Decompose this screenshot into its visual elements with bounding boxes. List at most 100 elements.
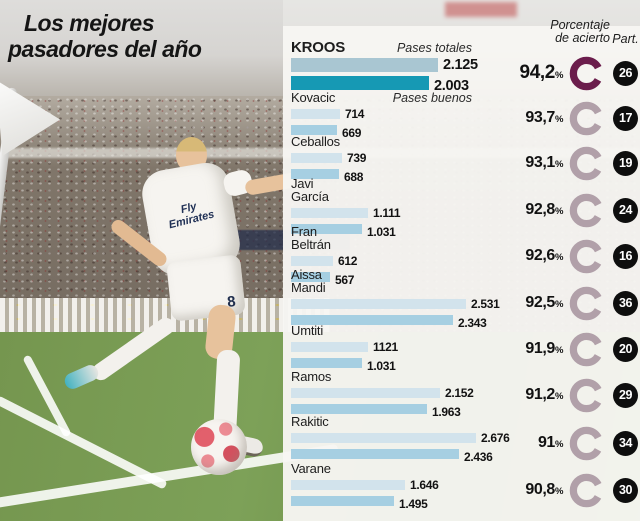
- percent-sign: %: [554, 159, 563, 170]
- participations-badge: 26: [613, 60, 638, 86]
- total-passes-bar-line: 714: [291, 107, 516, 121]
- player-name: KROOS: [291, 39, 346, 56]
- accuracy-percentage: 92,6%: [525, 247, 563, 264]
- percent-sign: %: [554, 206, 563, 217]
- total-passes-value: 2.152: [445, 386, 474, 400]
- player-stat-row: 93,7% 17: [505, 100, 640, 136]
- good-passes-bar: [291, 404, 427, 414]
- good-passes-value: 1.963: [432, 405, 461, 419]
- participations-badge: 36: [613, 290, 638, 316]
- player-name: Javi: [291, 176, 314, 191]
- accuracy-ring-icon: [569, 193, 604, 227]
- total-passes-value: 739: [347, 151, 367, 165]
- player-stat-row: 92,6% 16: [505, 238, 640, 274]
- percent-sign: %: [554, 299, 563, 310]
- player-name: Fran: [291, 224, 317, 239]
- player-name-line-2: Mandi: [291, 280, 326, 295]
- accuracy-percentage: 91,2%: [525, 386, 563, 403]
- scoreboard-blur: [445, 2, 517, 17]
- player-bar-row: Pases totales Pases buenos KROOS 2.125 2…: [291, 39, 516, 105]
- player-name: Ramos: [291, 369, 332, 384]
- player-bar-row: Pases totales Pases buenos Ceballos 739 …: [291, 135, 516, 184]
- good-passes-bar: [291, 449, 459, 459]
- good-passes-bar-line: 688: [291, 167, 516, 184]
- stat-rows: 94,2% 26 93,7% 17 93,1% 19: [505, 0, 640, 521]
- accuracy-ring-icon: [569, 239, 604, 273]
- participations-column-header: Part.: [612, 32, 639, 46]
- player-bar-row: Pases totales Pases buenos Umtiti 1121 1…: [291, 323, 516, 373]
- bar-rows: Pases totales Pases buenos KROOS 2.125 2…: [291, 0, 516, 521]
- total-passes-value: 612: [338, 254, 358, 268]
- total-passes-bar: [291, 433, 476, 443]
- player-bar-row: Pases totales Pases buenos Ramos 2.152 1…: [291, 369, 516, 419]
- player-bar-row: Pases totales Pases buenos Varane 1.646 …: [291, 461, 516, 511]
- participations-badge: 34: [613, 430, 638, 456]
- percent-sign: %: [554, 486, 563, 497]
- good-passes-bar-line: 1.031: [291, 222, 516, 239]
- football: [191, 419, 247, 475]
- total-passes-value: 1.111: [373, 206, 401, 220]
- total-passes-value: 1121: [373, 340, 398, 354]
- player-name: Umtiti: [291, 323, 324, 338]
- accuracy-ring-icon: [569, 101, 604, 135]
- player-stat-row: 91,2% 29: [505, 377, 640, 413]
- total-passes-bar: [291, 109, 340, 119]
- accuracy-ring-icon: [569, 332, 604, 366]
- total-passes-bar-line: 2.676: [291, 431, 516, 445]
- participations-badge: 29: [613, 382, 638, 408]
- total-passes-bar-line: 1121: [291, 340, 516, 354]
- total-passes-value: 2.531: [471, 297, 500, 311]
- total-passes-bar-line: 1.111: [291, 206, 516, 220]
- good-passes-bar: [291, 315, 453, 325]
- participations-badge: 20: [613, 336, 638, 362]
- good-passes-bar-line: 1.963: [291, 402, 516, 419]
- good-passes-bar-line: 1.495: [291, 494, 516, 511]
- good-passes-bar: [291, 169, 339, 179]
- percent-sign: %: [554, 252, 563, 263]
- panel-fade: [283, 0, 640, 26]
- total-passes-bar: [291, 208, 368, 218]
- legend-pases-buenos: Pases buenos: [392, 91, 472, 105]
- total-passes-bar: [291, 388, 440, 398]
- player-bar-row: Pases totales Pases buenos Fran Beltrán …: [291, 224, 516, 287]
- player-stat-row: 92,8% 24: [505, 192, 640, 228]
- accuracy-percentage: 93,7%: [525, 109, 563, 126]
- total-passes-bar: [291, 256, 333, 266]
- accuracy-column-header: Porcentaje de acierto: [505, 19, 610, 45]
- good-passes-bar-line: 567: [291, 270, 516, 287]
- accuracy-percentage: 94,2%: [519, 62, 564, 83]
- player-stat-row: 92,5% 36: [505, 285, 640, 321]
- total-passes-bar-line: 2.531: [291, 297, 516, 311]
- total-passes-value: 2.125: [443, 57, 478, 73]
- player-stat-row: 94,2% 26: [505, 55, 640, 91]
- accuracy-ring-icon: [569, 286, 604, 320]
- good-passes-bar: [291, 76, 429, 90]
- accuracy-percentage: 91,9%: [525, 340, 563, 357]
- accuracy-percentage: 93,1%: [525, 154, 563, 171]
- total-passes-bar: [291, 153, 342, 163]
- good-passes-value: 2.436: [464, 450, 493, 464]
- participations-badge: 19: [613, 150, 638, 176]
- participations-badge: 30: [613, 477, 638, 503]
- good-passes-bar-line: 2.343: [291, 313, 516, 330]
- total-passes-bar: [291, 299, 466, 309]
- good-passes-value: 688: [344, 170, 364, 184]
- good-passes-bar: [291, 272, 330, 282]
- player-stat-row: 91,9% 20: [505, 331, 640, 367]
- player-name: Rakitic: [291, 414, 329, 429]
- accuracy-percentage: 90,8%: [525, 481, 563, 498]
- player-bar-row: Pases totales Pases buenos Rakitic 2.676…: [291, 414, 516, 464]
- total-passes-value: 2.676: [481, 431, 510, 445]
- player-name: Varane: [291, 461, 331, 476]
- good-passes-bar: [291, 496, 394, 506]
- good-passes-bar-line: 2.436: [291, 447, 516, 464]
- total-passes-bar-line: 1.646: [291, 478, 516, 492]
- accuracy-ring-icon: [569, 378, 604, 412]
- accuracy-header-line-1: Porcentaje: [550, 18, 610, 32]
- total-passes-bar-line: 2.125: [291, 57, 516, 73]
- accuracy-ring-icon: [569, 426, 604, 460]
- player-bar-row: Pases totales Pases buenos Aissa Mandi 2…: [291, 268, 516, 330]
- accuracy-percentage: 92,8%: [525, 201, 563, 218]
- player-name-line-2: Beltrán: [291, 237, 331, 252]
- accuracy-ring-icon: [569, 56, 604, 90]
